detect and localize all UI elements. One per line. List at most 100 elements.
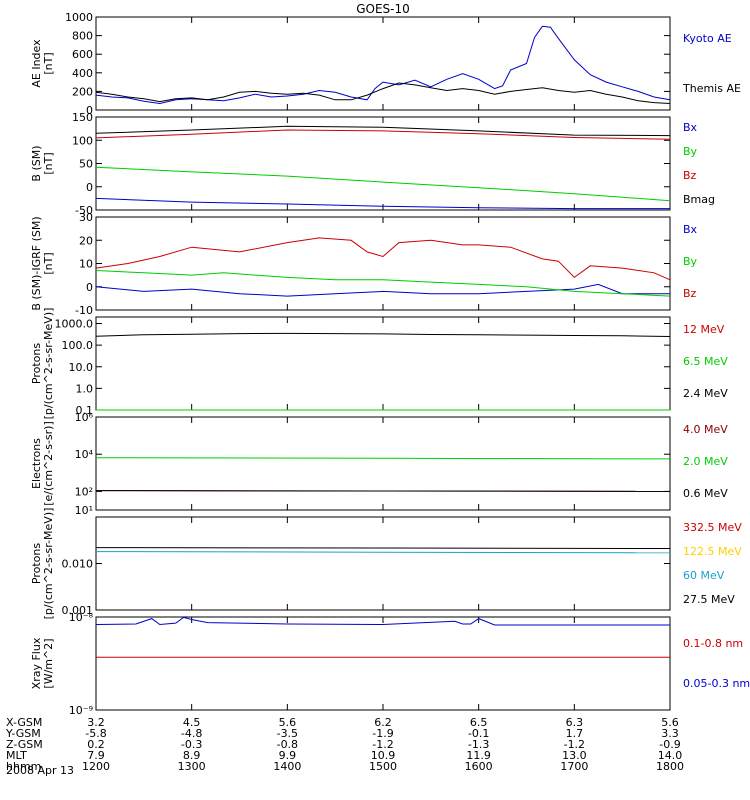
- panel-5: 10¹ 10² 10⁴ 10⁶ Electrons [e/(cm^2-s-sr)] 4.0 …: [30, 411, 728, 517]
- ephemeris-value: -1.2: [564, 738, 585, 751]
- y-tick-label: 100: [72, 134, 93, 147]
- y-axis-label: [nT]: [42, 252, 55, 274]
- y-tick-label: 1000: [65, 11, 93, 24]
- ephemeris-row-label: hhmm: [6, 760, 41, 773]
- y-axis-label: [p/(cm^2-s-sr-MeV)]: [42, 308, 55, 420]
- ephemeris-value: 1500: [369, 760, 397, 773]
- y-tick-label: 400: [72, 67, 93, 80]
- y-tick-label: 10⁶: [75, 411, 94, 424]
- series-line: [95, 283, 670, 297]
- ephemeris-value: 4.5: [183, 716, 201, 729]
- y-axis-label: Protons: [30, 343, 43, 384]
- ephemeris-value: 10.9: [371, 749, 396, 762]
- ephemeris-value: 6.3: [566, 716, 584, 729]
- y-tick-label: 10.0: [69, 361, 94, 374]
- panel-6: 0.001 0.010 Protons [p/(cm^2-s-sr-MeV)] 332.…: [30, 508, 742, 620]
- ephemeris-row-label: Z-GSM: [6, 738, 43, 751]
- ephemeris-value: 5.6: [661, 716, 679, 729]
- panel-4: 0.1 1.0 10.0 100.0 1000.0 Protons [p/(cm^2-s-s…: [30, 308, 728, 420]
- ephemeris-value: 6.5: [470, 716, 488, 729]
- series-line: [95, 551, 671, 554]
- y-tick-label: 0.010: [62, 558, 94, 571]
- legend-entry: 27.5 MeV: [683, 593, 735, 606]
- y-tick-label: 150: [72, 111, 93, 124]
- legend-entry: Themis AE: [682, 82, 741, 95]
- series-line: [95, 237, 671, 281]
- panel-1: 0 200 400 600 800 1000 AE Index [nT] Kyoto AE The…: [30, 11, 741, 117]
- series-line: [95, 166, 671, 202]
- ephemeris-value: 9.9: [279, 749, 297, 762]
- legend-entry: 2.4 MeV: [683, 387, 728, 400]
- ephemeris-value: -0.9: [659, 738, 680, 751]
- ephemeris-value: 11.9: [466, 749, 491, 762]
- panel-frame: [95, 516, 671, 611]
- legend-entry: 60 MeV: [683, 569, 725, 582]
- series-line: [95, 129, 671, 140]
- y-axis-label: B (SM)-IGRF (SM): [30, 216, 43, 310]
- series-line: [95, 490, 671, 492]
- ephemeris-value: 1.7: [566, 727, 584, 740]
- y-axis-label: [e/(cm^2-s-sr)]: [42, 421, 55, 506]
- ephemeris-value: -4.8: [181, 727, 202, 740]
- y-tick-label: -50: [75, 204, 93, 217]
- series-line: [95, 197, 670, 210]
- y-tick-label: 10¹: [75, 504, 93, 517]
- y-tick-label: 600: [72, 48, 93, 61]
- panel-frame: [95, 316, 671, 411]
- series-line: [95, 82, 671, 104]
- ephemeris-value: 1700: [560, 760, 588, 773]
- y-tick-label: 10: [79, 258, 93, 271]
- ephemeris-value: 6.2: [374, 716, 392, 729]
- y-axis-label: AE Index: [30, 39, 43, 88]
- legend-entry: By: [683, 145, 698, 158]
- ephemeris-value: -3.5: [277, 727, 298, 740]
- y-tick-label: 10⁻⁸: [69, 611, 94, 624]
- legend-entry: 0.6 MeV: [683, 487, 728, 500]
- series-line: [95, 547, 671, 549]
- ephemeris-value: -0.8: [277, 738, 298, 751]
- y-tick-label: 20: [79, 234, 93, 247]
- legend-entry: 0.05-0.3 nm: [683, 677, 750, 690]
- legend-entry: 122.5 MeV: [683, 545, 742, 558]
- y-tick-label: 50: [79, 158, 93, 171]
- legend-entry: 12 MeV: [683, 323, 725, 336]
- ephemeris-value: 1200: [82, 760, 110, 773]
- ephemeris-value: 3.2: [87, 716, 105, 729]
- ephemeris-row-label: X-GSM: [6, 716, 42, 729]
- ephemeris-value: -5.8: [85, 727, 106, 740]
- ephemeris-value: -0.3: [181, 738, 202, 751]
- legend-entry: 4.0 MeV: [683, 423, 728, 436]
- ephemeris-value: 13.0: [562, 749, 587, 762]
- legend-entry: Bz: [683, 169, 697, 182]
- y-axis-label: [nT]: [42, 152, 55, 174]
- y-tick-label: 800: [72, 30, 93, 43]
- legend-entry: 2.0 MeV: [683, 455, 728, 468]
- legend-entry: Bz: [683, 287, 697, 300]
- y-axis-label: B (SM): [30, 145, 43, 181]
- legend-entry: By: [683, 255, 698, 268]
- panel-frame: [95, 16, 671, 111]
- y-tick-label: 0.001: [62, 604, 94, 617]
- y-axis-label: Xray Flux: [30, 637, 43, 689]
- ephemeris-value: 1600: [465, 760, 493, 773]
- ephemeris-value: -1.2: [372, 738, 393, 751]
- y-tick-label: 0: [86, 104, 93, 117]
- plot-title: GOES-10: [356, 2, 410, 16]
- ephemeris-value: 1400: [273, 760, 301, 773]
- ephemeris-value: 8.9: [183, 749, 201, 762]
- series-line: [95, 25, 671, 105]
- ephemeris-value: 0.2: [87, 738, 105, 751]
- y-axis-label: Electrons: [30, 438, 43, 489]
- y-tick-label: 0: [86, 281, 93, 294]
- y-axis-label: [p/(cm^2-s-sr-MeV)]: [42, 508, 55, 620]
- ephemeris-value: 1800: [656, 760, 684, 773]
- panel-frame: [95, 416, 671, 511]
- ephemeris-value: 5.6: [279, 716, 297, 729]
- ephemeris-value: 14.0: [658, 749, 683, 762]
- series-line: [95, 616, 670, 626]
- legend-entry: Bmag: [683, 193, 715, 206]
- panel-2: -50 0 50 100 150 B (SM) [nT] Bx By Bz Bmag: [30, 111, 715, 217]
- y-tick-label: 10²: [75, 485, 93, 498]
- ephemeris-value: -0.1: [468, 727, 489, 740]
- ephemeris-value: -1.3: [468, 738, 489, 751]
